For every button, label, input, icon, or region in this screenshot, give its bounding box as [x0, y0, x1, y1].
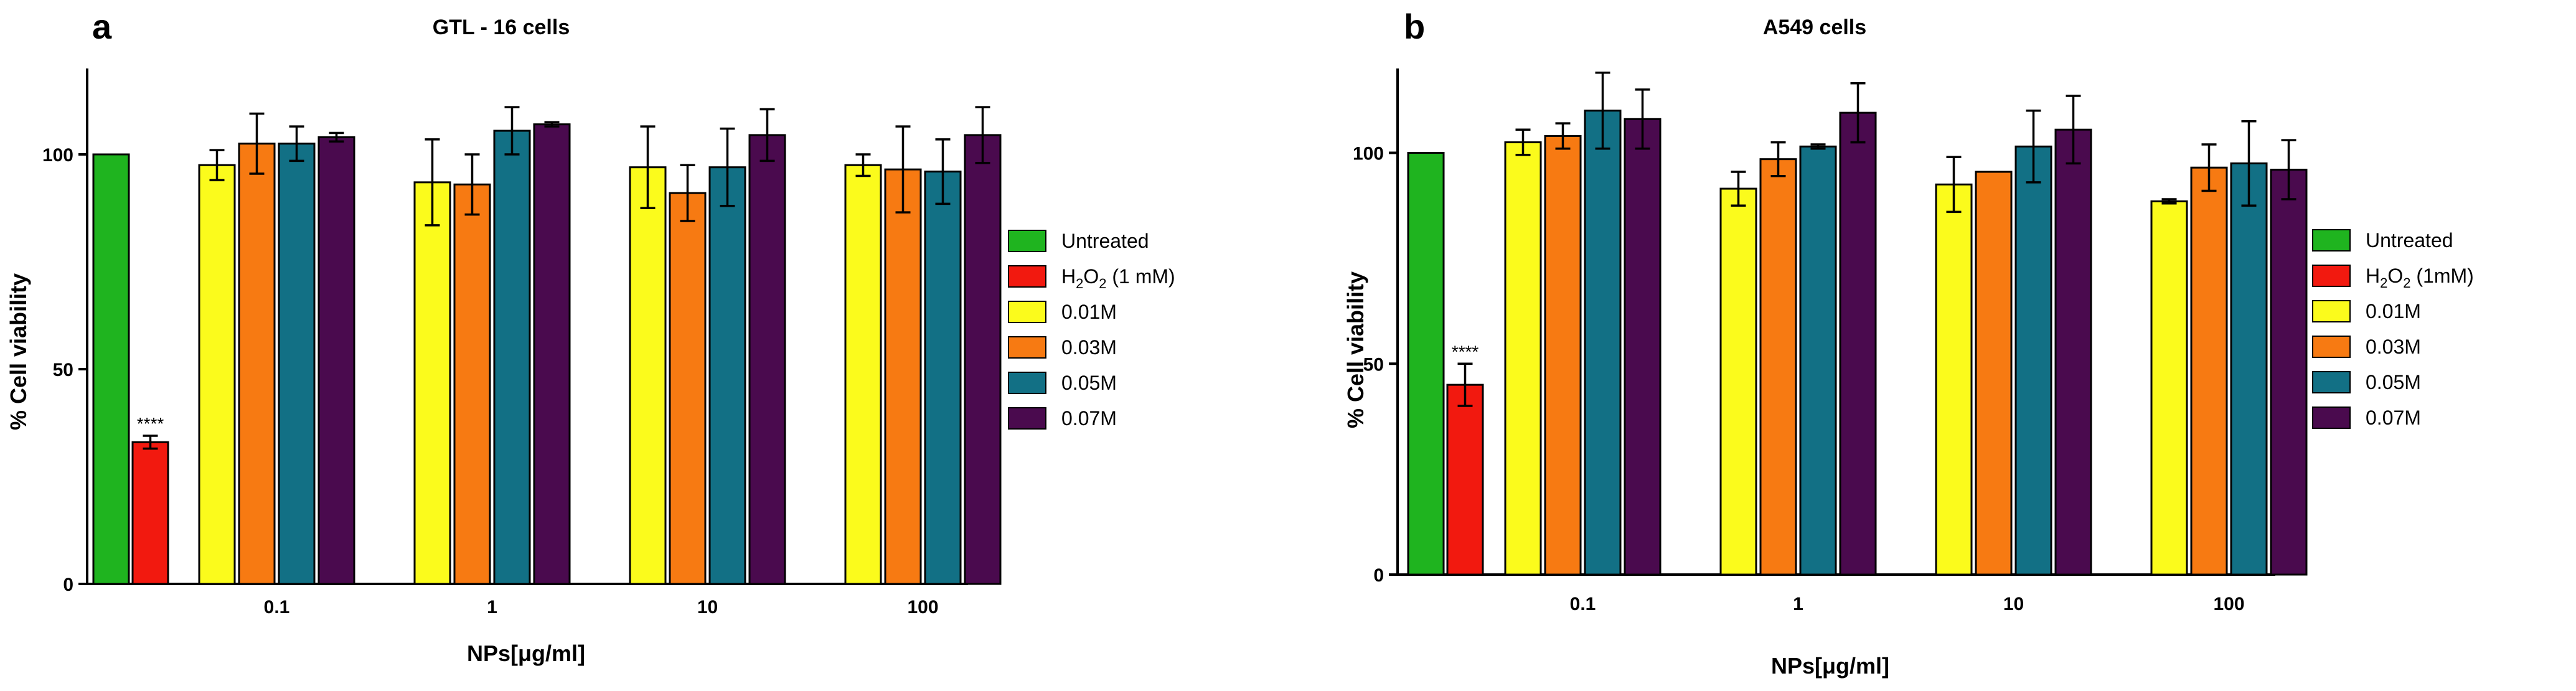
y-tick-label: 100 — [42, 145, 73, 166]
bar-0.07M-1 — [1839, 111, 1877, 576]
x-tick-label: 1 — [487, 597, 497, 618]
legend-label-H2O2: H2O2 (1mM) — [2366, 265, 2474, 291]
bar-0.01M-100 — [844, 164, 882, 585]
bar-0.01M-0.1 — [198, 164, 236, 585]
significance-label: **** — [137, 414, 164, 433]
bar-0.07M-10 — [748, 134, 786, 585]
panel-letter: b — [1404, 7, 1425, 46]
bar-0.03M-0.1 — [1544, 134, 1582, 576]
legend-label-0.07M: 0.07M — [1061, 407, 1117, 430]
bar-0.03M-1 — [1759, 158, 1797, 576]
x-tick-label: 10 — [697, 597, 718, 618]
bar-0.07M-100 — [964, 134, 1002, 585]
x-axis-label: NPs[μg/ml] — [1771, 653, 1889, 679]
bar-0.05M-1 — [493, 129, 531, 585]
bar-0.05M-0.1 — [278, 143, 316, 585]
chart-panel-b: b A549 cells 0 50 100 % Cell viability **** 0.1… — [1343, 7, 2474, 679]
bar-0.05M-0.1 — [1584, 110, 1622, 576]
chart-panel-a: a GTL - 16 cells 0 50 100 % Cell viability ***… — [6, 7, 1175, 666]
bar-0.05M-100 — [924, 171, 962, 585]
bar-0.01M-1 — [1719, 187, 1757, 576]
legend-label-Untreated: Untreated — [1061, 230, 1149, 252]
y-axis-label: % Cell viability — [6, 273, 31, 430]
x-tick-label: 100 — [907, 597, 938, 618]
bar-0.03M-100 — [2190, 166, 2228, 576]
legend-label-0.03M: 0.03M — [1061, 336, 1117, 359]
legend-label-0.05M: 0.05M — [1061, 372, 1117, 394]
legend-label-Untreated: Untreated — [2366, 229, 2453, 251]
bar-0.03M-0.1 — [238, 143, 276, 585]
significance-label: **** — [1452, 342, 1479, 361]
bar-0.05M-10 — [708, 166, 746, 585]
legend-label-0.03M: 0.03M — [2366, 336, 2421, 358]
bar-0.05M-100 — [2230, 162, 2268, 576]
legend-swatch-0.01M — [1008, 301, 1046, 323]
y-axis-label: % Cell viability — [1343, 271, 1368, 428]
bar-0.01M-10 — [629, 166, 667, 585]
bar-control-untreated — [1407, 152, 1445, 576]
legend-label-0.01M: 0.01M — [2366, 300, 2421, 322]
bar-control-untreated — [92, 153, 130, 585]
bar-0.01M-0.1 — [1504, 141, 1542, 576]
bar-0.01M-1 — [413, 181, 451, 585]
bar-0.03M-100 — [884, 168, 922, 585]
bar-0.01M-10 — [1935, 183, 1973, 576]
legend-swatch-Untreated — [2312, 229, 2351, 251]
legend-swatch-0.03M — [1008, 336, 1046, 359]
y-tick-label: 0 — [63, 575, 73, 595]
legend-swatch-Untreated — [1008, 230, 1046, 252]
x-tick-label: 10 — [2003, 594, 2024, 614]
y-tick-label: 50 — [53, 360, 73, 380]
legend-label-0.01M: 0.01M — [1061, 301, 1117, 323]
legend-label-0.07M: 0.07M — [2366, 407, 2421, 429]
bar-0.07M-0.1 — [1624, 118, 1662, 576]
bar-0.05M-1 — [1799, 145, 1837, 576]
bar-0.07M-10 — [2054, 128, 2092, 576]
legend-swatch-0.03M — [2312, 336, 2351, 358]
bar-0.03M-10 — [669, 192, 707, 585]
bar-0.05M-10 — [2014, 145, 2052, 576]
y-tick-label: 100 — [1353, 144, 1384, 164]
x-tick-label: 100 — [2213, 594, 2244, 614]
chart-title: GTL - 16 cells — [433, 16, 570, 39]
x-axis-label: NPs[μg/ml] — [467, 641, 585, 666]
bar-0.07M-0.1 — [317, 136, 355, 585]
legend-swatch-H2O2 — [2312, 265, 2351, 287]
y-tick-label: 50 — [1363, 354, 1384, 375]
bar-0.07M-100 — [2270, 169, 2308, 576]
legend-swatch-0.01M — [2312, 300, 2351, 322]
bar-control-h2o2 — [1446, 383, 1484, 576]
bar-0.01M-100 — [2150, 200, 2188, 576]
x-tick-label: 0.1 — [1570, 594, 1596, 614]
legend-label-H2O2: H2O2 (1 mM) — [1061, 265, 1175, 291]
chart-title: A549 cells — [1763, 16, 1866, 39]
bar-0.03M-1 — [453, 183, 491, 585]
legend-swatch-0.07M — [2312, 407, 2351, 429]
bar-0.03M-10 — [1975, 171, 2013, 576]
legend-swatch-0.07M — [1008, 407, 1046, 430]
legend-label-0.05M: 0.05M — [2366, 371, 2421, 393]
x-tick-label: 0.1 — [264, 597, 290, 618]
panel-letter: a — [92, 7, 112, 46]
x-tick-label: 1 — [1793, 594, 1803, 614]
y-tick-label: 0 — [1373, 565, 1384, 586]
legend-swatch-H2O2 — [1008, 265, 1046, 288]
bar-control-h2o2 — [131, 441, 169, 585]
legend-swatch-0.05M — [2312, 371, 2351, 393]
bar-0.07M-1 — [533, 123, 571, 585]
legend-swatch-0.05M — [1008, 372, 1046, 394]
